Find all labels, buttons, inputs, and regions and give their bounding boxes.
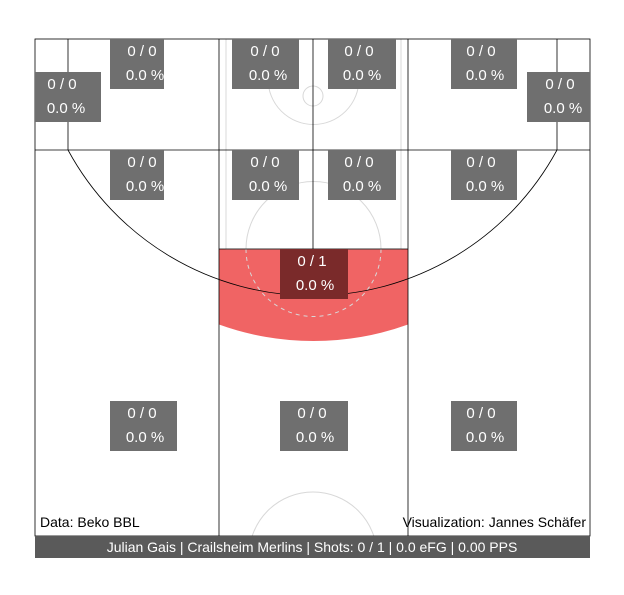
zone-percentage: 0.0 %	[126, 429, 164, 446]
zone-made-attempts: 0 / 0	[466, 154, 495, 171]
zone-label-mid-right-baseline: 0 / 0 0.0 %	[451, 150, 517, 200]
zone-labels: 0 / 0 0.0 % 0 / 0 0.0 % 0 / 0 0.0 % 0 / …	[35, 39, 590, 451]
zone-percentage: 0.0 %	[47, 100, 85, 117]
zone-percentage: 0.0 %	[249, 178, 287, 195]
zone-made-attempts: 0 / 0	[250, 154, 279, 171]
zone-label-top-right-lane: 0 / 0 0.0 %	[328, 39, 396, 89]
zone-made-attempts: 0 / 0	[466, 405, 495, 422]
zone-percentage: 0.0 %	[466, 67, 504, 84]
zone-made-attempts: 0 / 0	[545, 76, 574, 93]
zone-percentage: 0.0 %	[126, 178, 164, 195]
zone-made-attempts: 0 / 0	[127, 43, 156, 60]
zone-made-attempts: 0 / 0	[297, 405, 326, 422]
zone-label-top-left-lane: 0 / 0 0.0 %	[232, 39, 299, 89]
zone-label-mid-left-lane: 0 / 0 0.0 %	[232, 150, 299, 200]
data-source-text: Data: Beko BBL	[40, 514, 140, 530]
zone-made-attempts: 0 / 0	[344, 43, 373, 60]
zone-made-attempts: 0 / 0	[127, 154, 156, 171]
zone-label-top-left-wide: 0 / 0 0.0 %	[110, 39, 164, 89]
zone-percentage: 0.0 %	[296, 429, 334, 446]
zone-made-attempts: 0 / 0	[344, 154, 373, 171]
summary-text: Julian Gais | Crailsheim Merlins | Shots…	[107, 539, 518, 555]
zone-percentage: 0.0 %	[249, 67, 287, 84]
zone-percentage: 0.0 %	[343, 67, 381, 84]
zone-label-corner3-left: 0 / 0 0.0 %	[35, 72, 101, 122]
zone-label-mid-right-lane: 0 / 0 0.0 %	[328, 150, 396, 200]
zone-made-attempts: 0 / 0	[466, 43, 495, 60]
zone-made-attempts: 0 / 1	[297, 253, 326, 270]
zone-made-attempts: 0 / 0	[47, 76, 76, 93]
zone-label-top-right-wide: 0 / 0 0.0 %	[451, 39, 517, 89]
zone-percentage: 0.0 %	[296, 277, 334, 294]
zone-label-three-center: 0 / 0 0.0 %	[280, 401, 348, 451]
zone-percentage: 0.0 %	[466, 429, 504, 446]
summary-bar	[35, 536, 590, 558]
zone-label-corner3-right: 0 / 0 0.0 %	[527, 72, 590, 122]
zone-label-mid-left-baseline: 0 / 0 0.0 %	[110, 150, 164, 200]
zone-percentage: 0.0 %	[466, 178, 504, 195]
visualization-credit-text: Visualization: Jannes Schäfer	[403, 514, 587, 530]
zone-percentage: 0.0 %	[126, 67, 164, 84]
zone-label-three-left: 0 / 0 0.0 %	[110, 401, 177, 451]
zone-made-attempts: 0 / 0	[250, 43, 279, 60]
zone-label-free-throw-area: 0 / 1 0.0 %	[280, 249, 348, 299]
zone-percentage: 0.0 %	[343, 178, 381, 195]
zone-label-three-right: 0 / 0 0.0 %	[451, 401, 517, 451]
zone-made-attempts: 0 / 0	[127, 405, 156, 422]
zone-percentage: 0.0 %	[544, 100, 582, 117]
